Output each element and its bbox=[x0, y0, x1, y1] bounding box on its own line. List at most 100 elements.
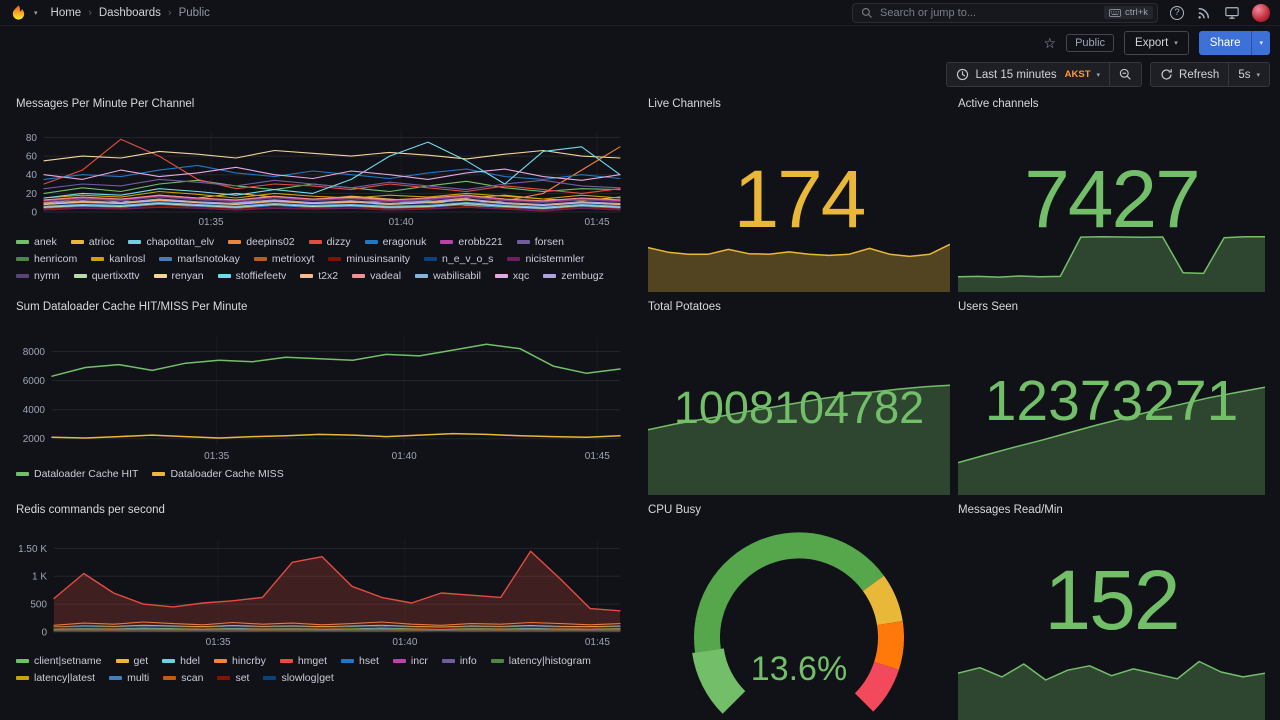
legend-item[interactable]: eragonuk bbox=[364, 236, 426, 248]
legend-swatch-icon bbox=[341, 659, 355, 663]
top-navbar: ▾ Home › Dashboards › Public Search or j… bbox=[0, 0, 1280, 26]
legend-item[interactable]: latency|latest bbox=[16, 672, 95, 684]
chart-legend: anek atrioc chapotitan_elv deepins02 dizzy er… bbox=[16, 236, 632, 282]
legend-item[interactable]: anek bbox=[16, 236, 57, 248]
help-icon[interactable]: ? bbox=[1170, 5, 1184, 20]
legend-swatch-icon bbox=[279, 659, 293, 663]
legend-item[interactable]: t2x2 bbox=[300, 270, 338, 282]
zoom-out-button[interactable] bbox=[1109, 62, 1143, 87]
svg-text:500: 500 bbox=[30, 600, 47, 611]
panel-title[interactable]: CPU Busy bbox=[648, 504, 702, 516]
export-button[interactable]: Export ▾ bbox=[1124, 31, 1189, 55]
legend-item[interactable]: deepins02 bbox=[228, 236, 295, 248]
org-switcher-caret-icon[interactable]: ▾ bbox=[34, 9, 38, 17]
legend-swatch-icon bbox=[153, 274, 167, 278]
legend-item[interactable]: nicistemmler bbox=[507, 253, 584, 265]
legend-item[interactable]: renyan bbox=[153, 270, 204, 282]
panel-title[interactable]: Total Potatoes bbox=[648, 301, 721, 313]
legend-item[interactable]: chapotitan_elv bbox=[128, 236, 214, 248]
news-rss-icon[interactable] bbox=[1196, 5, 1212, 21]
legend-label: minusinsanity bbox=[346, 253, 411, 265]
legend-item[interactable]: hincrby bbox=[213, 655, 266, 667]
svg-text:0: 0 bbox=[31, 208, 37, 219]
legend-item[interactable]: hset bbox=[341, 655, 379, 667]
legend-item[interactable]: n_e_v_o_s bbox=[424, 253, 493, 265]
legend-swatch-icon bbox=[441, 659, 455, 663]
legend-item[interactable]: forsen bbox=[516, 236, 564, 248]
legend-item[interactable]: get bbox=[115, 655, 148, 667]
legend-swatch-icon bbox=[16, 240, 29, 244]
legend-item[interactable]: incr bbox=[392, 655, 428, 667]
legend-item[interactable]: stoffiefeetv bbox=[217, 270, 286, 282]
legend-item[interactable]: nymn bbox=[16, 270, 60, 282]
refresh-button[interactable]: Refresh bbox=[1150, 62, 1230, 87]
legend-item[interactable]: hmget bbox=[279, 655, 327, 667]
legend-item[interactable]: metrioxyt bbox=[253, 253, 314, 265]
stat-value: 174 bbox=[733, 154, 867, 245]
legend-item[interactable]: set bbox=[217, 672, 249, 684]
display-monitor-icon[interactable] bbox=[1224, 5, 1240, 21]
legend-item[interactable]: wabilisabil bbox=[415, 270, 481, 282]
stat-sparkline[interactable] bbox=[648, 234, 950, 292]
legend-item[interactable]: Dataloader Cache MISS bbox=[152, 468, 284, 480]
legend-item[interactable]: minusinsanity bbox=[328, 253, 410, 265]
legend-item[interactable]: client|setname bbox=[16, 655, 102, 667]
stat-sparkline[interactable] bbox=[958, 234, 1265, 292]
share-caret-button[interactable]: ▾ bbox=[1251, 31, 1270, 55]
legend-item[interactable]: erobb221 bbox=[440, 236, 503, 248]
legend-item[interactable]: hdel bbox=[162, 655, 200, 667]
search-input[interactable]: Search or jump to... ctrl+k bbox=[852, 2, 1158, 23]
breadcrumb-public[interactable]: Public bbox=[178, 6, 210, 19]
legend-item[interactable]: dizzy bbox=[308, 236, 351, 248]
stat-sparkline[interactable] bbox=[958, 383, 1265, 495]
panel-title[interactable]: Active channels bbox=[958, 98, 1039, 110]
panel-title[interactable]: Users Seen bbox=[958, 301, 1019, 313]
star-favorite-icon[interactable]: ☆ bbox=[1043, 35, 1057, 51]
legend-label: quertixxttv bbox=[91, 270, 140, 282]
legend-swatch-icon bbox=[424, 257, 438, 261]
panel-title[interactable]: Sum Dataloader Cache HIT/MISS Per Minute bbox=[16, 301, 248, 313]
grafana-logo[interactable] bbox=[10, 4, 27, 21]
legend-item[interactable]: multi bbox=[109, 672, 149, 684]
legend-label: Dataloader Cache HIT bbox=[34, 468, 139, 480]
timeseries-chart[interactable]: 0 20 40 60 80 01:35 01:40 01:45 bbox=[16, 126, 628, 228]
user-avatar[interactable] bbox=[1252, 3, 1270, 22]
timeseries-chart[interactable]: 0 500 1 K 1.50 K 01:35 01:40 01:45 bbox=[16, 536, 628, 648]
nav-right: Search or jump to... ctrl+k ? bbox=[852, 2, 1270, 23]
svg-text:0: 0 bbox=[41, 628, 47, 639]
legend-item[interactable]: info bbox=[441, 655, 477, 667]
panel-title[interactable]: Messages Per Minute Per Channel bbox=[16, 98, 195, 110]
export-label: Export bbox=[1135, 37, 1169, 49]
legend-swatch-icon bbox=[440, 240, 454, 244]
legend-item[interactable]: marlsnotokay bbox=[159, 253, 240, 265]
legend-label: info bbox=[459, 655, 477, 667]
legend-item[interactable]: kanlrosl bbox=[91, 253, 145, 265]
legend-item[interactable]: latency|histogram bbox=[490, 655, 591, 667]
legend-swatch-icon bbox=[328, 257, 342, 261]
panel-title[interactable]: Live Channels bbox=[648, 98, 721, 110]
search-shortcut-badge: ctrl+k bbox=[1104, 6, 1153, 19]
legend-item[interactable]: atrioc bbox=[70, 236, 114, 248]
legend-item[interactable]: quertixxttv bbox=[73, 270, 140, 282]
legend-item[interactable]: xqc bbox=[494, 270, 529, 282]
legend-swatch-icon bbox=[163, 676, 177, 680]
legend-item[interactable]: vadeal bbox=[352, 270, 401, 282]
time-range-picker[interactable]: Last 15 minutes AKST ▾ bbox=[946, 62, 1111, 87]
panel-title[interactable]: Messages Read/Min bbox=[958, 504, 1063, 516]
legend-item[interactable]: slowlog|get bbox=[263, 672, 334, 684]
breadcrumb-home[interactable]: Home bbox=[50, 6, 82, 19]
legend-item[interactable]: henricom bbox=[16, 253, 77, 265]
gauge-chart[interactable] bbox=[679, 528, 919, 720]
stat-sparkline[interactable] bbox=[648, 382, 950, 495]
timeseries-chart[interactable]: 2000 4000 6000 8000 01:35 01:40 01:45 bbox=[16, 333, 628, 462]
legend-item[interactable]: zembugz bbox=[543, 270, 604, 282]
share-button[interactable]: Share bbox=[1198, 31, 1252, 55]
refresh-interval-picker[interactable]: 5s ▾ bbox=[1228, 62, 1270, 87]
svg-text:01:40: 01:40 bbox=[392, 451, 417, 462]
stat-sparkline[interactable] bbox=[958, 640, 1265, 720]
breadcrumb-dashboards[interactable]: Dashboards bbox=[98, 6, 161, 19]
legend-item[interactable]: Dataloader Cache HIT bbox=[16, 468, 138, 480]
legend-item[interactable]: scan bbox=[163, 672, 203, 684]
legend-label: t2x2 bbox=[318, 270, 339, 282]
panel-title[interactable]: Redis commands per second bbox=[16, 504, 165, 516]
